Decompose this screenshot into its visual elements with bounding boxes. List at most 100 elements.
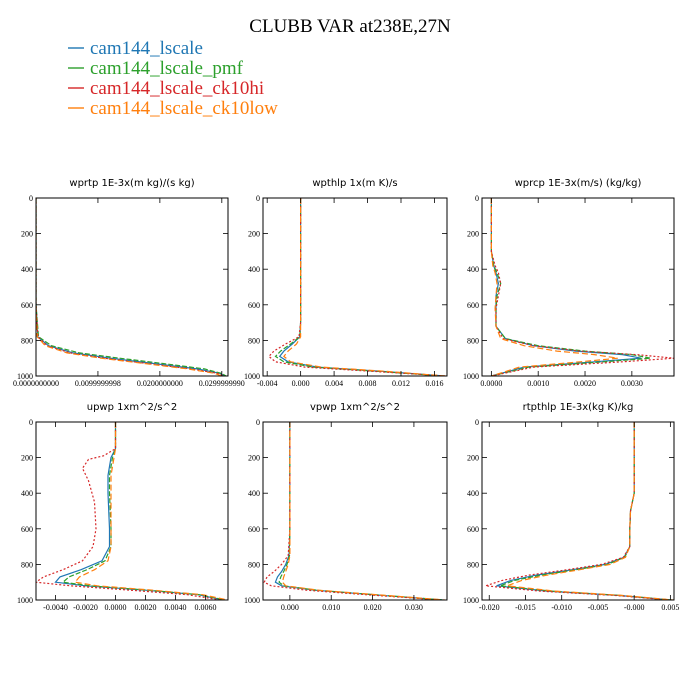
- x-tick-label-3-3: 0.0020: [135, 603, 157, 612]
- series-line-2-2: [490, 198, 674, 376]
- x-tick-label-2-3: 0.0030: [621, 379, 643, 388]
- y-tick-label-5-4: 800: [467, 560, 479, 569]
- x-tick-label-4-0: 0.000: [281, 603, 299, 612]
- x-tick-label-3-4: 0.0040: [165, 603, 187, 612]
- x-tick-label-1-5: 0.016: [425, 379, 443, 388]
- x-tick-label-5-1: -0.015: [515, 603, 536, 612]
- panel-title-3: upwp 1xm^2/s^2: [87, 402, 177, 413]
- plot-frame-5: [481, 421, 675, 601]
- series-line-4-1: [278, 422, 444, 600]
- series-line-4-0: [274, 422, 443, 600]
- y-tick-label-0-1: 200: [21, 230, 33, 239]
- x-tick-label-2-2: 0.0020: [574, 379, 596, 388]
- series-line-5-0: [496, 422, 671, 600]
- y-tick-label-0-0: 0: [29, 194, 33, 203]
- series-line-0-0: [36, 198, 226, 376]
- y-tick-label-1-5: 1000: [244, 372, 260, 381]
- series-line-5-3: [507, 422, 674, 600]
- y-tick-label-4-4: 800: [248, 560, 260, 569]
- panels: wprtp 1E-3x(m kg)/(s kg) 0 200 400 600 800 100…: [13, 178, 679, 612]
- series-line-0-3: [36, 198, 223, 376]
- x-tick-label-5-2: -0.010: [551, 603, 572, 612]
- x-tick-label-0-1: 0.0099999998: [75, 379, 121, 388]
- series-line-0-1: [36, 198, 227, 376]
- series-line-1-3: [283, 198, 446, 376]
- panel-4: vpwp 1xm^2/s^2 0 200 400 600 800 1000 0.000 0.01…: [244, 402, 448, 612]
- x-tick-label-4-2: 0.020: [364, 603, 382, 612]
- x-tick-label-5-4: -0.000: [624, 603, 645, 612]
- y-tick-label-1-2: 400: [248, 265, 260, 274]
- legend-label-0: cam144_lscale: [90, 38, 203, 59]
- x-tick-label-2-0: 0.0000: [480, 379, 502, 388]
- x-tick-label-4-1: 0.010: [322, 603, 340, 612]
- y-tick-label-4-0: 0: [256, 418, 260, 427]
- series-line-1-2: [268, 198, 447, 376]
- series-line-3-1: [61, 422, 226, 600]
- x-tick-label-0-2: 0.0200000000: [137, 379, 183, 388]
- series-line-3-3: [73, 422, 228, 600]
- y-tick-label-1-3: 600: [248, 301, 260, 310]
- series-line-2-1: [490, 198, 651, 376]
- x-tick-label-1-2: 0.004: [325, 379, 343, 388]
- plot-frame-2: [481, 197, 675, 377]
- panel-title-1: wpthlp 1x(m K)/s: [312, 178, 397, 189]
- x-tick-label-2-1: 0.0010: [527, 379, 549, 388]
- y-tick-label-3-0: 0: [29, 418, 33, 427]
- x-tick-label-3-1: -0.0020: [73, 603, 98, 612]
- x-tick-label-3-2: 0.0000: [105, 603, 127, 612]
- plot-frame-3: [35, 421, 229, 601]
- series-line-3-2: [36, 422, 221, 600]
- x-tick-label-5-3: -0.005: [588, 603, 609, 612]
- x-tick-label-5-5: 0.005: [661, 603, 679, 612]
- panel-5: rtpthlp 1E-3x(kg K)/kg02004006008001000-…: [463, 402, 679, 612]
- y-tick-label-0-4: 800: [21, 336, 33, 345]
- series-line-4-3: [281, 422, 445, 600]
- y-tick-label-3-5: 1000: [17, 596, 33, 605]
- y-tick-label-4-3: 600: [248, 525, 260, 534]
- y-tick-label-2-1: 200: [467, 230, 479, 239]
- panel-0: wprtp 1E-3x(m kg)/(s kg) 0 200 400 600 800 100…: [13, 178, 245, 388]
- figure-title: CLUBB VAR at238E,27N: [249, 16, 451, 37]
- y-tick-label-0-5: 1000: [17, 372, 33, 381]
- plot-frame-4: [262, 421, 448, 601]
- series-line-5-1: [499, 422, 672, 600]
- y-tick-label-2-4: 800: [467, 336, 479, 345]
- series-line-5-2: [485, 422, 669, 600]
- panel-2: wprcp 1E-3x(m/s) (kg/kg) 0 200 400 600 800 100…: [463, 178, 675, 388]
- x-tick-label-1-0: -0.004: [257, 379, 278, 388]
- panel-title-4: vpwp 1xm^2/s^2: [310, 402, 400, 413]
- panel-1: wpthlp 1x(m K)/s 0 200 400 600 800 1000-0.004 0…: [244, 178, 448, 388]
- panel-title-0: wprtp 1E-3x(m kg)/(s kg): [69, 178, 194, 189]
- legend-label-1: cam144_lscale_pmf: [90, 58, 244, 79]
- y-tick-label-5-5: 1000: [463, 596, 479, 605]
- y-tick-label-5-2: 400: [467, 489, 479, 498]
- y-tick-label-3-2: 400: [21, 489, 33, 498]
- panel-title-5: rtpthlp 1E-3x(kg K)/kg: [523, 402, 634, 413]
- y-tick-label-1-1: 200: [248, 230, 260, 239]
- y-tick-label-1-0: 0: [256, 194, 260, 203]
- y-tick-label-2-2: 400: [467, 265, 479, 274]
- x-tick-label-1-3: 0.008: [359, 379, 377, 388]
- x-tick-label-5-0: -0.020: [479, 603, 500, 612]
- panel-title-2: wprcp 1E-3x(m/s) (kg/kg): [515, 178, 642, 189]
- y-tick-label-3-4: 800: [21, 560, 33, 569]
- y-tick-label-2-0: 0: [475, 194, 479, 203]
- series-line-2-3: [490, 198, 618, 376]
- x-tick-label-3-0: -0.0040: [43, 603, 68, 612]
- y-tick-label-1-4: 800: [248, 336, 260, 345]
- y-tick-label-5-0: 0: [475, 418, 479, 427]
- y-tick-label-3-3: 600: [21, 525, 33, 534]
- y-tick-label-3-1: 200: [21, 454, 33, 463]
- plot-frame-0: [35, 197, 229, 377]
- panel-3: upwp 1xm^2/s^2 0 200 400 600 800 1000 -0.0040 -0…: [17, 402, 229, 612]
- series-line-4-2: [263, 422, 441, 600]
- y-tick-label-5-1: 200: [467, 454, 479, 463]
- y-tick-label-5-3: 600: [467, 525, 479, 534]
- plot-frame-1: [262, 197, 448, 377]
- x-tick-label-0-0: 0.0000000000: [13, 379, 59, 388]
- x-tick-label-1-4: 0.012: [392, 379, 410, 388]
- series-line-0-2: [36, 198, 224, 376]
- y-tick-label-2-5: 1000: [463, 372, 479, 381]
- y-tick-label-2-3: 600: [467, 301, 479, 310]
